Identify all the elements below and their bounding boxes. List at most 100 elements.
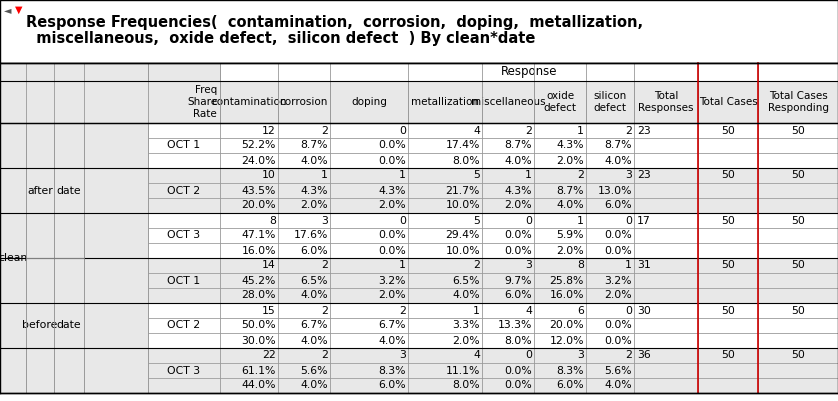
Text: 50: 50 [791, 215, 805, 225]
Text: OCT 3: OCT 3 [168, 231, 200, 241]
Text: 0: 0 [525, 350, 532, 360]
Text: 11.1%: 11.1% [446, 365, 480, 375]
Bar [0, 243, 838, 258]
Text: 1: 1 [577, 126, 584, 136]
Text: 4.0%: 4.0% [604, 156, 632, 166]
Text: date: date [57, 320, 81, 330]
Text: 4.0%: 4.0% [300, 156, 328, 166]
Text: 20.0%: 20.0% [550, 320, 584, 330]
Bar [0, 228, 838, 243]
Text: 50: 50 [791, 261, 805, 271]
Text: 50: 50 [721, 350, 735, 360]
Text: 2.0%: 2.0% [379, 200, 406, 211]
Text: 8.0%: 8.0% [453, 381, 480, 391]
Text: 2.0%: 2.0% [504, 200, 532, 211]
Text: 10: 10 [262, 170, 276, 180]
Text: 0: 0 [625, 215, 632, 225]
Text: 50: 50 [721, 261, 735, 271]
Bar [0, 288, 838, 303]
Bar [0, 183, 838, 198]
Text: 2.0%: 2.0% [453, 336, 480, 346]
Text: 8.0%: 8.0% [453, 156, 480, 166]
Text: 4.0%: 4.0% [300, 290, 328, 300]
Text: 5.6%: 5.6% [604, 365, 632, 375]
Text: 2: 2 [625, 126, 632, 136]
Text: 3.2%: 3.2% [604, 275, 632, 286]
Text: 8.7%: 8.7% [604, 140, 632, 150]
Text: OCT 2: OCT 2 [168, 320, 200, 330]
Text: 0.0%: 0.0% [604, 245, 632, 255]
Text: corrosion: corrosion [280, 97, 328, 107]
Text: 1: 1 [399, 170, 406, 180]
Text: 3: 3 [321, 215, 328, 225]
Text: 4.0%: 4.0% [453, 290, 480, 300]
Text: 2: 2 [473, 261, 480, 271]
Text: 3: 3 [625, 170, 632, 180]
Text: doping: doping [351, 97, 387, 107]
Text: 4.0%: 4.0% [379, 336, 406, 346]
Text: 36: 36 [637, 350, 651, 360]
Text: 6.5%: 6.5% [453, 275, 480, 286]
Text: 10.0%: 10.0% [445, 200, 480, 211]
Text: before: before [23, 320, 58, 330]
Text: 1: 1 [577, 215, 584, 225]
Text: 17.4%: 17.4% [446, 140, 480, 150]
Text: 0.0%: 0.0% [378, 245, 406, 255]
Text: miscellaneous,  oxide defect,  silicon defect  ) By clean*date: miscellaneous, oxide defect, silicon def… [26, 31, 535, 46]
Text: 2.0%: 2.0% [300, 200, 328, 211]
Text: 30.0%: 30.0% [241, 336, 276, 346]
Bar [278, 81, 330, 123]
Text: 2.0%: 2.0% [556, 156, 584, 166]
Text: 2.0%: 2.0% [379, 290, 406, 300]
Text: contamination: contamination [211, 97, 287, 107]
Text: 2.0%: 2.0% [604, 290, 632, 300]
Text: 8.3%: 8.3% [379, 365, 406, 375]
Text: 2: 2 [577, 170, 584, 180]
Text: 2: 2 [399, 306, 406, 316]
Bar [0, 273, 838, 288]
Text: 0.0%: 0.0% [378, 231, 406, 241]
Text: oxide
defect: oxide defect [544, 91, 577, 113]
Text: 8: 8 [269, 215, 276, 225]
Text: 3.3%: 3.3% [453, 320, 480, 330]
Text: 50.0%: 50.0% [241, 320, 276, 330]
Text: 43.5%: 43.5% [241, 186, 276, 196]
Text: 4.3%: 4.3% [301, 186, 328, 196]
Text: 8.7%: 8.7% [556, 186, 584, 196]
Text: 9.7%: 9.7% [504, 275, 532, 286]
Text: 2.0%: 2.0% [556, 245, 584, 255]
Text: OCT 2: OCT 2 [168, 186, 200, 196]
Text: 16.0%: 16.0% [550, 290, 584, 300]
Text: 4.0%: 4.0% [556, 200, 584, 211]
Bar [758, 81, 838, 123]
Text: 29.4%: 29.4% [446, 231, 480, 241]
Text: 20.0%: 20.0% [241, 200, 276, 211]
Text: after: after [27, 186, 53, 196]
Text: 25.8%: 25.8% [550, 275, 584, 286]
Text: 1: 1 [625, 261, 632, 271]
Bar [0, 333, 838, 348]
Text: 2: 2 [321, 261, 328, 271]
Text: 52.2%: 52.2% [241, 140, 276, 150]
Text: 4.0%: 4.0% [504, 156, 532, 166]
Text: clean: clean [0, 253, 28, 263]
Bar [0, 198, 838, 213]
Text: 21.7%: 21.7% [446, 186, 480, 196]
Text: 50: 50 [791, 306, 805, 316]
Text: 23: 23 [637, 126, 651, 136]
Text: 5: 5 [473, 170, 480, 180]
Text: 6.0%: 6.0% [604, 200, 632, 211]
Text: 6.7%: 6.7% [301, 320, 328, 330]
Bar [586, 81, 634, 123]
Bar [0, 123, 838, 138]
Bar [220, 81, 278, 123]
Text: 2: 2 [625, 350, 632, 360]
Text: OCT 3: OCT 3 [168, 365, 200, 375]
Text: 0.0%: 0.0% [504, 245, 532, 255]
Bar [0, 63, 148, 81]
Bar [84, 123, 148, 393]
Text: 0: 0 [525, 215, 532, 225]
Text: 44.0%: 44.0% [241, 381, 276, 391]
Text: 2: 2 [321, 350, 328, 360]
Text: 5.6%: 5.6% [301, 365, 328, 375]
